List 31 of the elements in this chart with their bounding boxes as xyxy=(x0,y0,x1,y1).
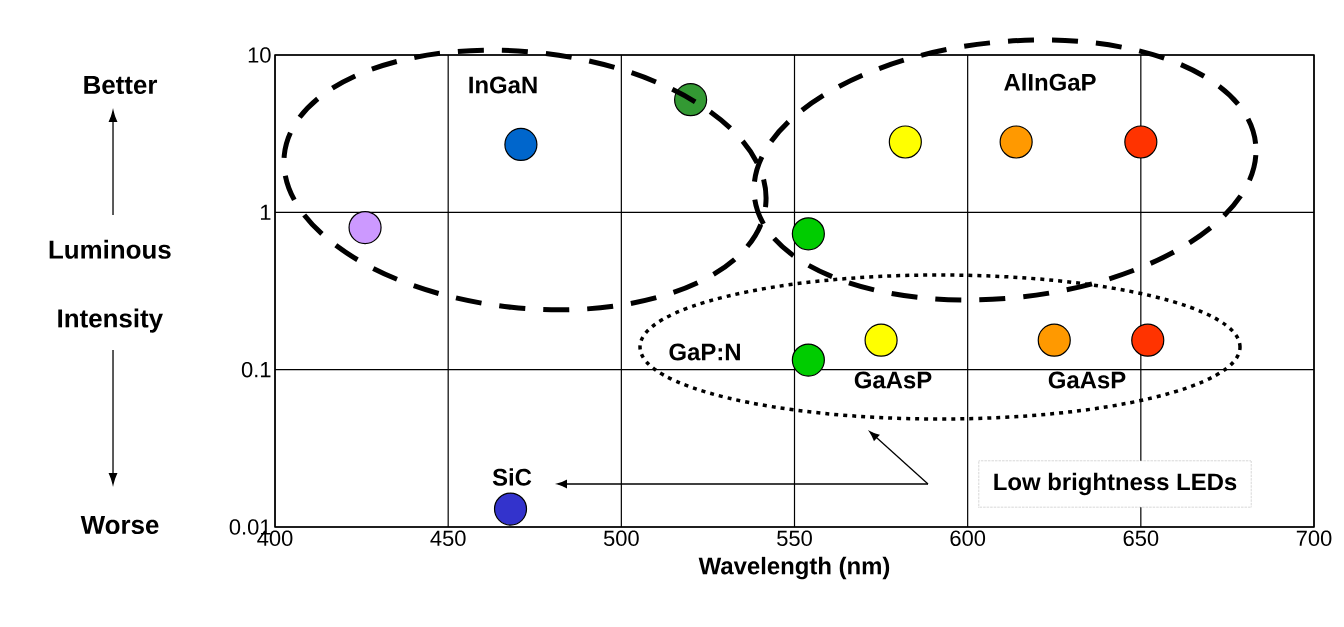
annotation: GaAsP xyxy=(854,371,932,389)
point xyxy=(791,217,825,251)
annotation: InGaN xyxy=(469,76,537,94)
point xyxy=(791,343,825,377)
text: Worse xyxy=(80,515,159,535)
point xyxy=(493,492,528,526)
point xyxy=(1037,323,1071,357)
point xyxy=(504,127,538,162)
text: Luminous Intensity xyxy=(49,239,171,333)
point xyxy=(1131,323,1165,357)
y-tick-label: 1 xyxy=(260,204,271,220)
text: Better xyxy=(84,75,158,95)
x-tick-label: 700 xyxy=(1296,530,1332,547)
point xyxy=(888,125,922,159)
annotation: Low brightness LEDs xyxy=(994,472,1237,496)
x-tick-label: 550 xyxy=(777,530,812,547)
x-tick-label: 650 xyxy=(1123,530,1159,547)
x-tick-label: 600 xyxy=(950,530,986,547)
annotation: GaAsP xyxy=(1048,371,1126,389)
x-tick-label: 500 xyxy=(603,530,639,547)
annotation: SiC xyxy=(492,468,532,486)
x-axis-title: Wavelength (nm) xyxy=(698,556,890,580)
point xyxy=(348,210,382,245)
annotation: GaP:N xyxy=(669,343,740,361)
x-tick-label: 450 xyxy=(430,530,466,547)
point xyxy=(1124,125,1158,159)
point xyxy=(999,125,1033,159)
y-tick-label: 10 xyxy=(248,47,271,63)
point xyxy=(864,323,898,357)
annotation: AlInGaP xyxy=(1004,73,1096,91)
y-tick-label: 0.1 xyxy=(241,361,271,378)
